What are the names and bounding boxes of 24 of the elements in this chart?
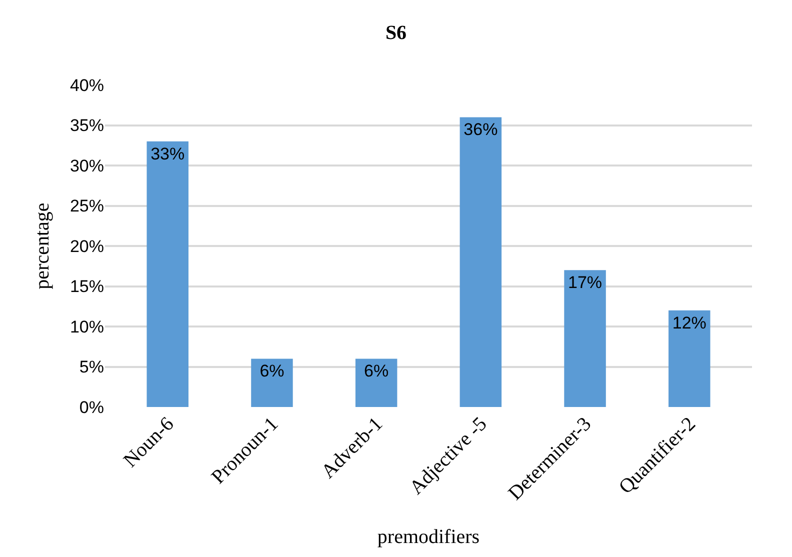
data-label: 36%	[464, 120, 498, 140]
x-axis-title: premodifiers	[377, 526, 480, 548]
bar	[355, 358, 398, 407]
data-label: 33%	[150, 144, 185, 164]
bar	[251, 358, 293, 407]
y-tick-label: 10%	[70, 317, 104, 336]
y-axis-title: percentage	[31, 202, 54, 290]
bar	[564, 270, 606, 407]
y-tick-label: 25%	[70, 196, 104, 216]
bar	[668, 310, 710, 407]
bar	[460, 117, 502, 407]
y-tick-label: 30%	[70, 156, 104, 176]
y-tick-label: 5%	[79, 358, 104, 377]
chart-title: S6	[385, 22, 407, 44]
y-tick-label: 0%	[79, 398, 104, 417]
y-tick-label: 15%	[70, 277, 104, 296]
y-tick-label: 20%	[70, 236, 104, 256]
data-label: 17%	[568, 273, 602, 292]
data-label: 6%	[260, 362, 284, 381]
data-label: 12%	[672, 313, 706, 332]
y-tick-label: 35%	[70, 116, 104, 136]
bar	[146, 141, 188, 407]
data-label: 6%	[364, 362, 389, 381]
y-tick-label: 40%	[70, 76, 104, 95]
